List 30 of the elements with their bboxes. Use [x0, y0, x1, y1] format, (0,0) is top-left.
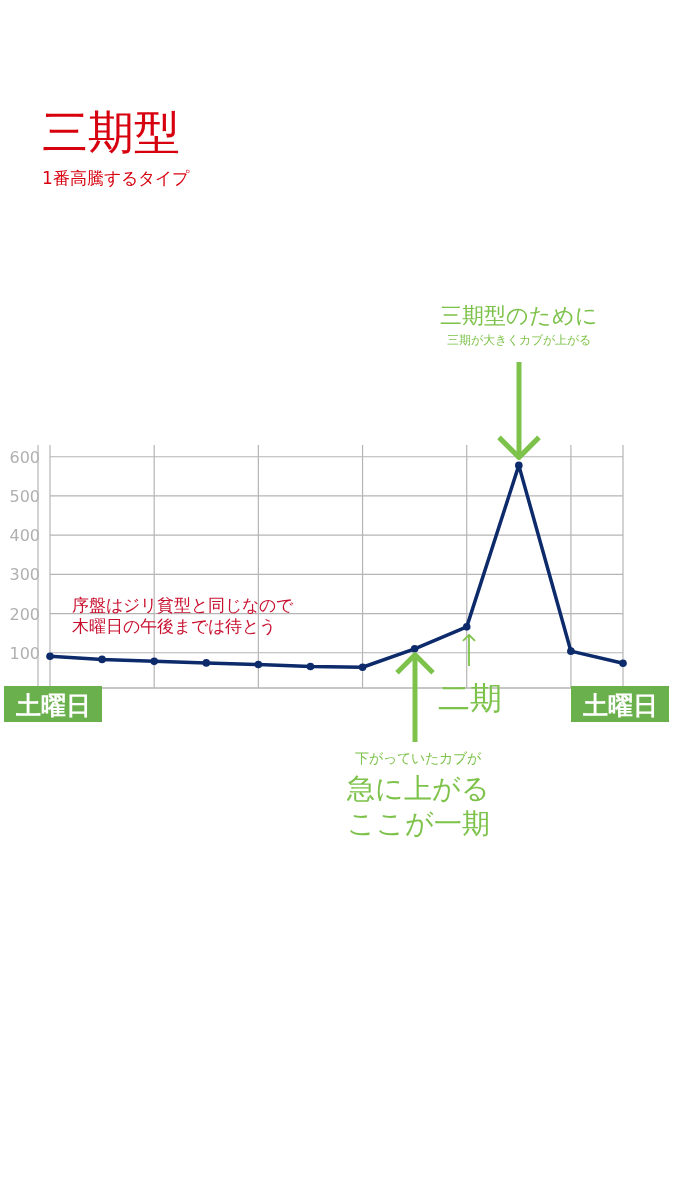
- y-tick-label: 300: [9, 565, 40, 585]
- point: [567, 647, 575, 655]
- text: 三期が大きくカブが上がる: [447, 333, 591, 347]
- annotation: 序盤はジリ貧型と同じなので: [72, 595, 294, 615]
- point: [619, 659, 627, 668]
- chart-subtitle: 1番高騰するタイプ: [42, 168, 190, 188]
- text: 急に上がる: [345, 772, 490, 805]
- point: [358, 663, 367, 672]
- point: [150, 657, 158, 666]
- text: ここが一期: [346, 807, 490, 840]
- annotation: 二期: [438, 679, 502, 717]
- point: [46, 652, 54, 661]
- point: [410, 645, 419, 653]
- text: 三期型のために: [440, 303, 598, 328]
- y-tick-label: 100: [9, 643, 40, 663]
- point: [202, 659, 211, 667]
- y-tick-label: 400: [9, 526, 40, 546]
- annotation: 木曜日の午後までは待とう: [72, 616, 276, 636]
- text: 下がっていたカブが: [355, 750, 482, 766]
- point: [98, 655, 106, 664]
- point: [306, 662, 315, 671]
- y-tick-label: 500: [9, 486, 40, 506]
- text: 土曜日: [581, 691, 658, 720]
- point: [515, 461, 523, 470]
- point: [254, 660, 263, 669]
- text: 土曜日: [14, 691, 91, 720]
- y-tick-label: 200: [9, 604, 40, 624]
- chart-title: 三期型: [42, 105, 180, 159]
- point: [462, 623, 471, 631]
- y-tick-label: 600: [9, 447, 40, 467]
